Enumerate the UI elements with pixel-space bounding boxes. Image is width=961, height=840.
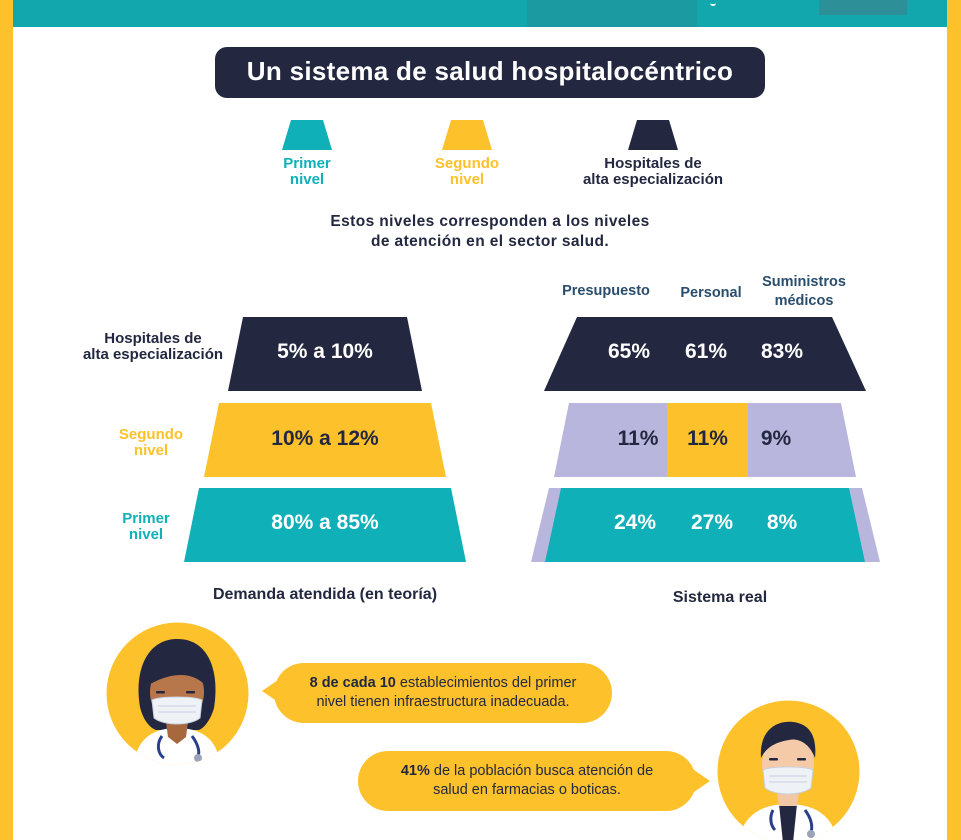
real-tier-alta	[544, 317, 866, 391]
demanda-tier-segundo	[204, 403, 446, 477]
legend-label-segundo-nivel: Segundo nivel	[434, 155, 500, 188]
real-value-presupuesto-primer: 24%	[613, 511, 657, 534]
demanda-value-segundo: 10% a 12%	[271, 427, 379, 450]
demanda-caption: Demanda atendida (en teoría)	[212, 586, 438, 603]
fact-bubble-farmacias: 41% de la población busca atención de sa…	[358, 751, 696, 811]
column-header-presupuesto: Presupuesto	[562, 283, 650, 299]
real-value-suministros-alta: 83%	[760, 340, 804, 363]
real-value-suministros-segundo: 9%	[760, 427, 792, 450]
column-header-suministros: Suministros médicos	[762, 274, 846, 309]
real-value-personal-segundo: 11%	[687, 427, 728, 450]
legend-swatch-primer-nivel	[282, 120, 332, 150]
male-doctor-avatar-icon	[717, 700, 860, 840]
banner-block	[819, 0, 907, 15]
row-label-primer-nivel: Primer nivel	[122, 510, 170, 543]
column-header-personal: Personal	[680, 285, 742, 301]
legend-swatch-segundo-nivel	[442, 120, 492, 150]
page-title: Un sistema de salud hospitalocéntrico	[215, 47, 765, 98]
bubble-pointer	[694, 770, 710, 792]
demanda-tier-alta	[228, 317, 422, 391]
legend-swatch-alta-especializacion	[628, 120, 678, 150]
real-value-personal-primer: 27%	[690, 511, 734, 534]
real-value-personal-alta: 61%	[684, 340, 728, 363]
sistema-real-caption: Sistema real	[672, 589, 768, 606]
row-label-alta-especializacion: Hospitales de alta especialización	[82, 330, 224, 363]
real-value-presupuesto-alta: 65%	[607, 340, 651, 363]
legend-label-primer-nivel: Primer nivel	[283, 155, 331, 188]
row-label-segundo-nivel: Segundo nivel	[118, 426, 184, 459]
real-value-suministros-primer: 8%	[766, 511, 798, 534]
demanda-value-alta: 5% a 10%	[277, 340, 373, 363]
demanda-tier-primer	[184, 488, 466, 562]
legend-label-alta-especializacion: Hospitales de alta especialización	[582, 155, 724, 188]
real-tier-primer	[531, 488, 880, 562]
real-value-presupuesto-segundo: 11%	[617, 427, 659, 450]
fact-bubble-infraestructura: 8 de cada 10 establecimientos del primer…	[274, 663, 612, 723]
female-doctor-avatar-icon	[106, 622, 249, 765]
demanda-value-primer: 80% a 85%	[271, 511, 379, 534]
banner-mark	[710, 0, 716, 6]
top-banner	[13, 0, 947, 27]
levels-description: Estos niveles corresponden a los niveles…	[330, 213, 650, 250]
banner-block	[527, 0, 697, 27]
real-tier-segundo	[554, 403, 856, 477]
